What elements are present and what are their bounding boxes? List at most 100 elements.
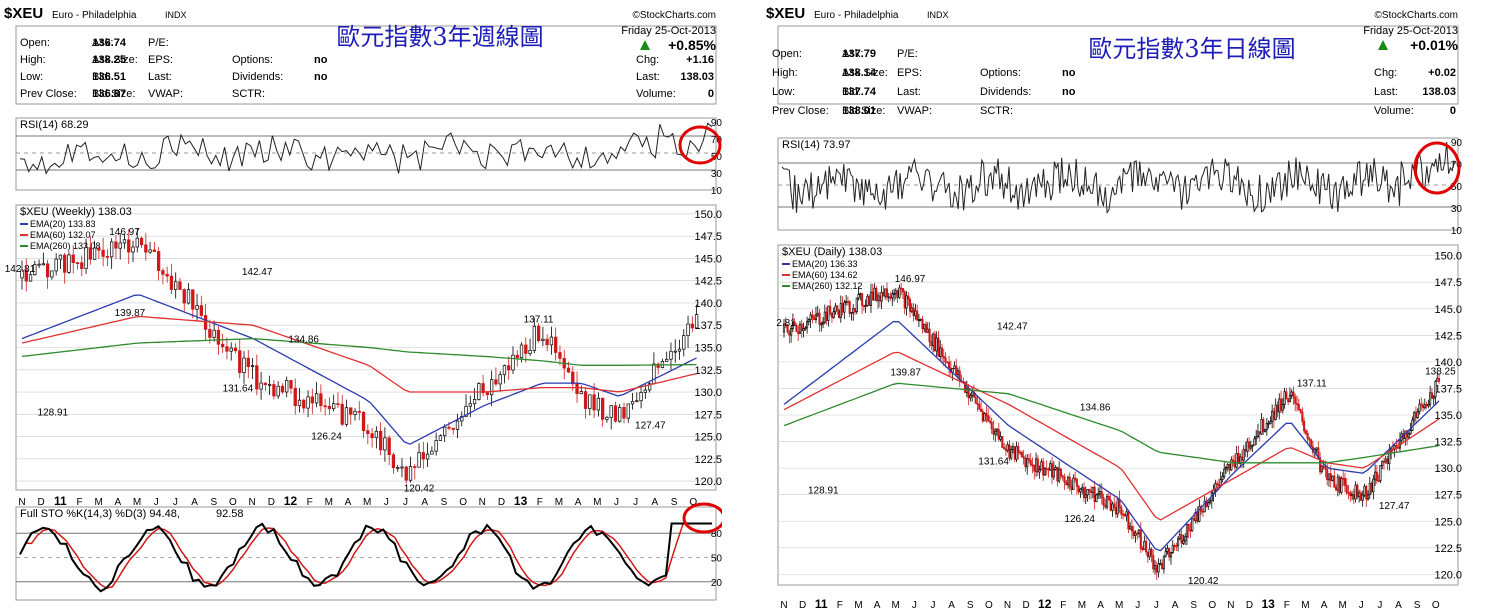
candle-body [148,249,152,253]
chart-svg: $XEU Euro - Philadelphia INDX ©StockCharts.… [766,5,1463,608]
candle-body [276,385,280,397]
rsi-tick: 30 [711,169,722,180]
candle-body [1432,396,1435,399]
symbol-name: Euro - Philadelphia [814,10,899,21]
highlight-circle [1413,141,1461,195]
candle-body [900,287,903,290]
candle-body [472,399,477,405]
candle-body [1315,447,1318,450]
x-axis-label: F [76,497,82,508]
quote-label: Bid: [92,71,111,83]
candle-body [374,430,379,439]
candle-body [1082,487,1086,498]
candle-body [1182,540,1185,544]
candle-body [1136,532,1139,535]
candle-body [575,383,579,395]
candle-body [460,416,464,422]
candle-body [1276,404,1279,413]
candle-body [1260,419,1263,435]
candle-body [1024,457,1027,468]
candle-body [887,296,890,299]
quote-label: Volume: [636,88,676,100]
candle-body [613,405,618,422]
candle-body [1427,403,1430,407]
candle-body [97,247,101,251]
candle-body [852,308,855,313]
candle-body [1326,468,1329,481]
candle-body [1185,523,1189,538]
candle-body [191,289,195,310]
candle-body [1232,459,1235,462]
quote-label: SCTR: [232,88,265,100]
price-annotation: 120.42 [1188,576,1219,587]
candle-body [383,437,387,451]
candle-body [1413,412,1416,421]
candle-body [990,421,993,430]
quote-value: 137.79 [842,48,876,60]
candle-body [948,361,951,369]
candle-body [1303,421,1306,432]
price-annotation: 131.64 [223,383,254,394]
candle-body [1129,526,1132,530]
quote-label: Bid Size: [92,88,135,100]
quote-label: Ask: [842,48,863,60]
x-axis-label: J [614,497,619,508]
candle-body [622,407,626,419]
ema-legend-label: EMA(260) 132.12 [792,281,863,291]
candle-body [1097,493,1100,496]
candle-body [882,291,885,297]
candle-body [1143,541,1146,550]
candle-body [804,327,807,330]
x-axis-label: S [1190,600,1197,608]
candle-body [1017,446,1020,453]
price-annotation: 142.47 [997,322,1028,333]
candle-body [1228,464,1231,471]
candle-body [1196,511,1199,522]
candle-body [349,407,353,415]
candle-body [1137,529,1141,534]
candle-body [1306,433,1309,440]
candle-body [1267,422,1270,425]
candle-body [690,323,694,329]
candle-body [797,331,800,334]
candle-body [1281,404,1284,411]
quote-label: Ask Size: [842,67,888,79]
candle-body [203,315,208,330]
candle-body [1324,467,1327,470]
candle-body [839,303,842,318]
candle-body [156,251,161,271]
candle-body [988,420,991,423]
candle-body [592,394,596,411]
candle-body [1132,530,1135,536]
rsi-tick: 70 [1451,160,1463,171]
candle-body [280,385,285,393]
quote-value: no [314,71,328,83]
candle-body [1168,548,1171,558]
x-axis-label: M [1301,600,1309,608]
candle-body [1077,485,1080,493]
candle-body [1065,481,1068,485]
candle-body [864,305,867,307]
candle-body [152,249,157,252]
candle-body [987,415,990,422]
candle-body [1279,398,1283,411]
candle-body [1224,467,1228,470]
candle-body [914,310,917,317]
candle-body [656,363,660,368]
x-axis-label: M [133,497,141,508]
quote-label: Options: [980,67,1021,79]
candle-body [639,392,643,402]
candle-body [1180,534,1183,544]
candle-body [1368,482,1371,496]
price-annotation: 142.81 [5,264,36,275]
candle-body [861,293,864,306]
candle-body [979,408,983,412]
candle-body [1072,477,1075,490]
candle-body [814,314,818,320]
candle-body [694,314,699,329]
candle-body [1249,445,1252,449]
candle-body [1425,404,1428,407]
x-axis-label: J [912,600,917,608]
candle-body [302,399,306,409]
price-tick: 140.0 [694,298,722,310]
